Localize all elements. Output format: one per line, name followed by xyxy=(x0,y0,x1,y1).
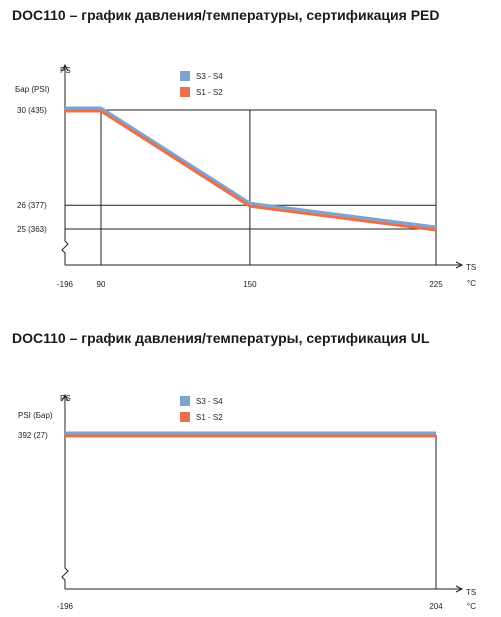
chart-title: DOC110 – график давления/температуры, се… xyxy=(12,7,440,23)
x-unit-label: °C xyxy=(467,602,476,611)
y-tick-label: 25 (363) xyxy=(17,225,47,234)
x-axis-arrow xyxy=(455,261,464,269)
y-tick-label: 392 (27) xyxy=(18,431,48,440)
x-tick-label: 204 xyxy=(429,602,443,611)
legend-swatch xyxy=(180,87,190,97)
x-tick-label: -196 xyxy=(57,280,74,289)
legend-label: S1 - S2 xyxy=(196,88,223,97)
x-axis-title: TS xyxy=(466,588,476,597)
x-tick-label: 90 xyxy=(97,280,106,289)
y-axis-title: PS xyxy=(60,66,71,75)
legend-swatch xyxy=(180,412,190,422)
series-line xyxy=(65,109,437,232)
x-axis-title: TS xyxy=(466,263,476,272)
legend-swatch xyxy=(180,396,190,406)
y-axis-arrow xyxy=(61,393,69,402)
y-tick-label: 26 (377) xyxy=(17,201,47,210)
x-axis-arrow xyxy=(455,585,464,593)
chart-ul-plot: PS PSI (Бар) TS °C 392 (27) -196 204 S3 - S4 S1 … xyxy=(18,393,476,611)
chart-ped-plot: PS Бар (PSI) TS °C 30 (435) 26 (377) 25 (363) -… xyxy=(15,63,476,289)
y-unit-label: PSI (Бар) xyxy=(18,411,53,420)
y-tick-label: 30 (435) xyxy=(17,106,47,115)
y-unit-label: Бар (PSI) xyxy=(15,85,50,94)
x-tick-label: 225 xyxy=(429,280,443,289)
legend-label: S3 - S4 xyxy=(196,72,223,81)
legend-label: S1 - S2 xyxy=(196,413,223,422)
x-tick-label: -196 xyxy=(57,602,74,611)
y-axis-arrow xyxy=(61,63,69,72)
y-axis-line xyxy=(61,395,69,589)
series-line xyxy=(65,106,437,229)
y-axis-title: PS xyxy=(60,394,71,403)
chart-title: DOC110 – график давления/температуры, се… xyxy=(12,330,430,346)
legend-swatch xyxy=(180,71,190,81)
x-unit-label: °C xyxy=(467,279,476,288)
x-tick-label: 150 xyxy=(243,280,257,289)
legend-label: S3 - S4 xyxy=(196,397,223,406)
y-axis-line xyxy=(61,65,69,265)
